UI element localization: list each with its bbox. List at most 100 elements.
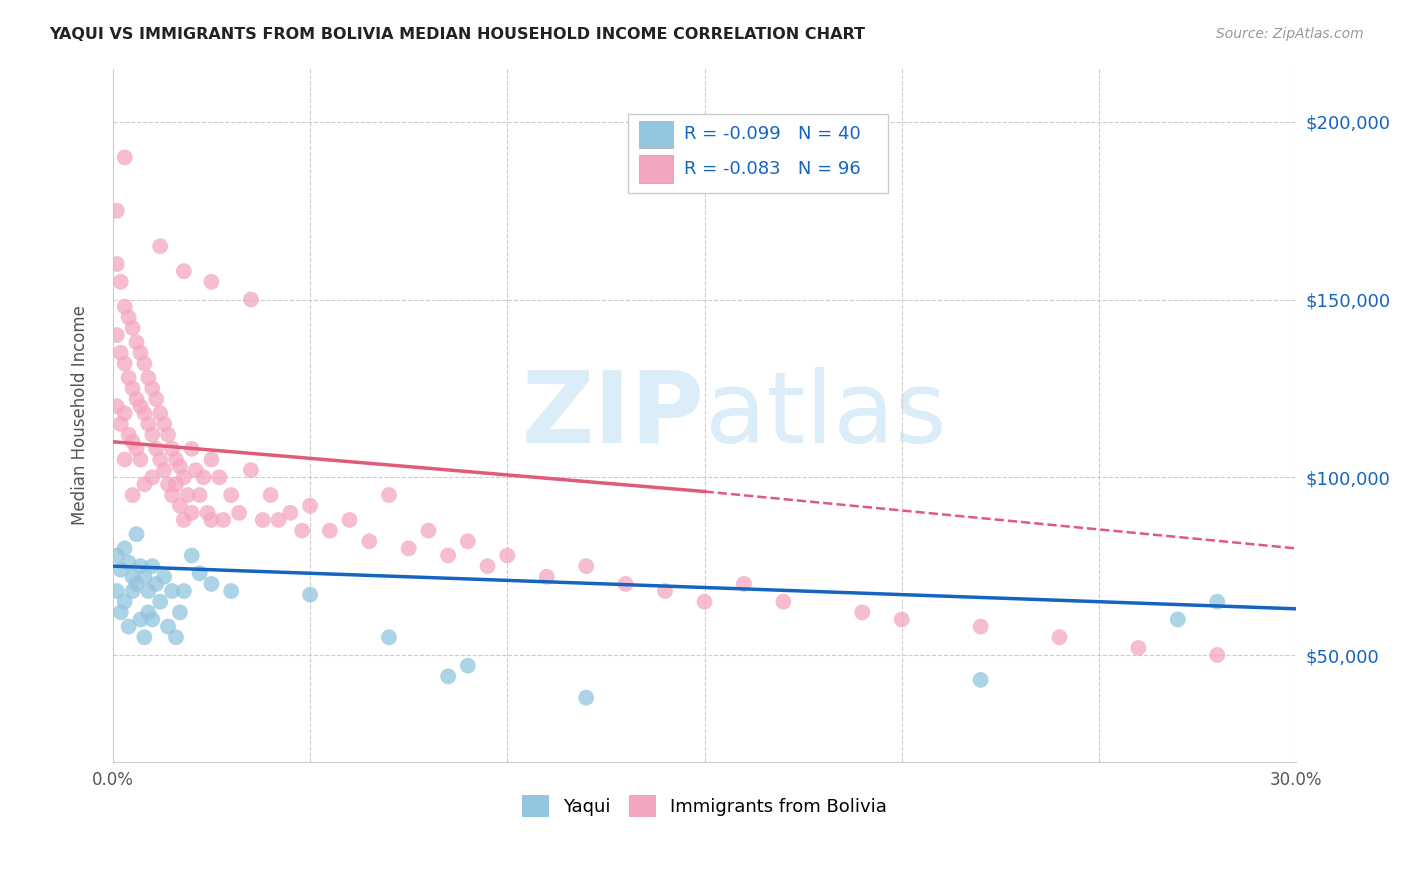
Point [117, 556, 139, 570]
Point [160, 442, 183, 456]
Point [157, 619, 180, 633]
Point [180, 506, 202, 520]
Point [110, 275, 132, 289]
Point [267, 513, 290, 527]
Point [110, 417, 132, 431]
Text: atlas: atlas [704, 367, 946, 464]
Point [114, 300, 136, 314]
Point [299, 499, 322, 513]
Point [180, 549, 202, 563]
Point [105, 584, 128, 599]
Point [129, 346, 152, 360]
Point [477, 559, 499, 574]
Point [105, 399, 128, 413]
Point [654, 584, 676, 599]
Point [145, 577, 167, 591]
Point [228, 506, 250, 520]
Point [114, 541, 136, 556]
Point [851, 606, 873, 620]
Point [239, 293, 262, 307]
Point [138, 417, 160, 431]
Point [457, 534, 479, 549]
Point [733, 577, 755, 591]
Point [496, 549, 519, 563]
Point [291, 524, 314, 538]
Point [219, 584, 242, 599]
Point [180, 442, 202, 456]
Point [129, 612, 152, 626]
Text: YAQUI VS IMMIGRANTS FROM BOLIVIA MEDIAN HOUSEHOLD INCOME CORRELATION CHART: YAQUI VS IMMIGRANTS FROM BOLIVIA MEDIAN … [49, 27, 865, 42]
Point [378, 630, 401, 644]
Point [208, 470, 231, 484]
Point [141, 612, 163, 626]
Point [138, 371, 160, 385]
Point [188, 566, 211, 581]
Point [1167, 612, 1189, 626]
Text: Source: ZipAtlas.com: Source: ZipAtlas.com [1216, 27, 1364, 41]
Point [125, 577, 148, 591]
Point [280, 506, 302, 520]
Point [160, 584, 183, 599]
Point [200, 513, 222, 527]
Point [134, 357, 156, 371]
Point [153, 570, 176, 584]
Point [134, 406, 156, 420]
Point [457, 658, 479, 673]
Point [110, 606, 132, 620]
Point [173, 470, 195, 484]
Point [177, 488, 200, 502]
Point [184, 463, 207, 477]
Point [173, 584, 195, 599]
FancyBboxPatch shape [640, 120, 672, 148]
Point [114, 595, 136, 609]
Point [117, 310, 139, 325]
Point [110, 563, 132, 577]
Point [219, 488, 242, 502]
Point [117, 619, 139, 633]
Point [141, 559, 163, 574]
Point [614, 577, 637, 591]
Point [165, 477, 187, 491]
Point [969, 619, 991, 633]
Point [437, 669, 460, 683]
Point [173, 513, 195, 527]
Point [149, 406, 172, 420]
Point [1128, 640, 1150, 655]
Point [693, 595, 716, 609]
Point [121, 584, 143, 599]
Point [149, 239, 172, 253]
Point [1049, 630, 1071, 644]
Y-axis label: Median Household Income: Median Household Income [72, 305, 89, 525]
Point [157, 477, 180, 491]
Point [125, 527, 148, 541]
FancyBboxPatch shape [640, 155, 672, 183]
Point [129, 559, 152, 574]
Point [575, 690, 598, 705]
Point [138, 606, 160, 620]
Point [114, 452, 136, 467]
Text: R = -0.099   N = 40: R = -0.099 N = 40 [685, 126, 860, 144]
Point [259, 488, 281, 502]
Point [169, 459, 191, 474]
Point [1206, 595, 1229, 609]
Point [125, 442, 148, 456]
Point [418, 524, 440, 538]
Point [536, 570, 558, 584]
Point [1206, 648, 1229, 662]
Point [141, 427, 163, 442]
Point [121, 488, 143, 502]
Point [141, 381, 163, 395]
Point [129, 399, 152, 413]
Point [153, 463, 176, 477]
Point [299, 588, 322, 602]
Point [169, 499, 191, 513]
Point [149, 452, 172, 467]
Text: ZIP: ZIP [522, 367, 704, 464]
Point [114, 357, 136, 371]
Point [378, 488, 401, 502]
Point [121, 434, 143, 449]
Point [188, 488, 211, 502]
Point [105, 203, 128, 218]
Point [398, 541, 420, 556]
Point [772, 595, 794, 609]
